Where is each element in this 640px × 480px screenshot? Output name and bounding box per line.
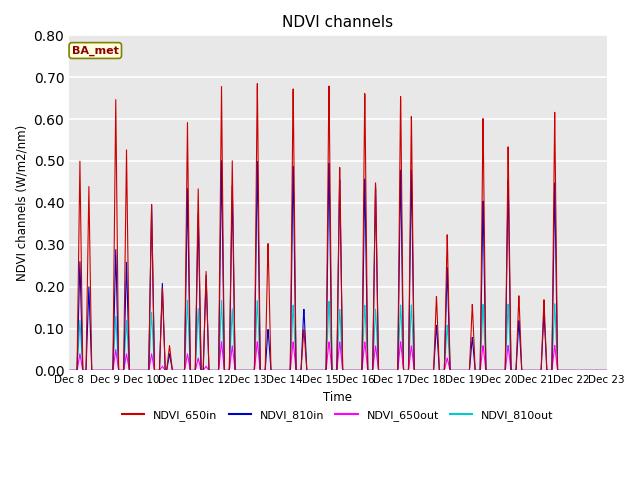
NDVI_810out: [184, 297, 191, 303]
NDVI_650in: [127, 368, 134, 373]
NDVI_810out: [65, 368, 73, 373]
NDVI_650in: [271, 368, 279, 373]
NDVI_650in: [159, 285, 166, 290]
Line: NDVI_810in: NDVI_810in: [69, 161, 607, 371]
NDVI_810in: [218, 158, 225, 164]
NDVI_650out: [603, 368, 611, 373]
NDVI_650in: [65, 368, 73, 373]
NDVI_810in: [271, 368, 279, 373]
NDVI_810in: [159, 280, 166, 286]
Line: NDVI_650in: NDVI_650in: [69, 84, 607, 371]
NDVI_650in: [534, 368, 542, 373]
NDVI_650out: [127, 368, 134, 373]
NDVI_650out: [534, 368, 542, 373]
NDVI_650out: [271, 368, 279, 373]
X-axis label: Time: Time: [323, 391, 353, 404]
NDVI_810out: [159, 368, 166, 373]
NDVI_810out: [534, 368, 542, 373]
NDVI_810in: [127, 368, 134, 373]
NDVI_810in: [534, 368, 542, 373]
Line: NDVI_810out: NDVI_810out: [69, 300, 607, 371]
NDVI_810out: [603, 368, 611, 373]
NDVI_650in: [295, 368, 303, 373]
NDVI_810in: [593, 368, 600, 373]
NDVI_650out: [65, 368, 73, 373]
NDVI_650in: [603, 368, 611, 373]
Line: NDVI_650out: NDVI_650out: [69, 342, 607, 371]
NDVI_810out: [295, 368, 303, 373]
NDVI_810in: [295, 368, 303, 373]
NDVI_650out: [159, 363, 166, 369]
Legend: NDVI_650in, NDVI_810in, NDVI_650out, NDVI_810out: NDVI_650in, NDVI_810in, NDVI_650out, NDV…: [118, 406, 558, 425]
Title: NDVI channels: NDVI channels: [282, 15, 394, 30]
NDVI_650in: [253, 81, 261, 86]
NDVI_650out: [593, 368, 600, 373]
Text: BA_met: BA_met: [72, 46, 119, 56]
NDVI_810out: [271, 368, 279, 373]
NDVI_650out: [218, 339, 225, 345]
NDVI_650in: [593, 368, 600, 373]
NDVI_810in: [603, 368, 611, 373]
NDVI_650out: [295, 368, 303, 373]
NDVI_810out: [127, 368, 134, 373]
NDVI_810in: [65, 368, 73, 373]
Y-axis label: NDVI channels (W/m2/nm): NDVI channels (W/m2/nm): [15, 125, 28, 281]
NDVI_810out: [593, 368, 600, 373]
